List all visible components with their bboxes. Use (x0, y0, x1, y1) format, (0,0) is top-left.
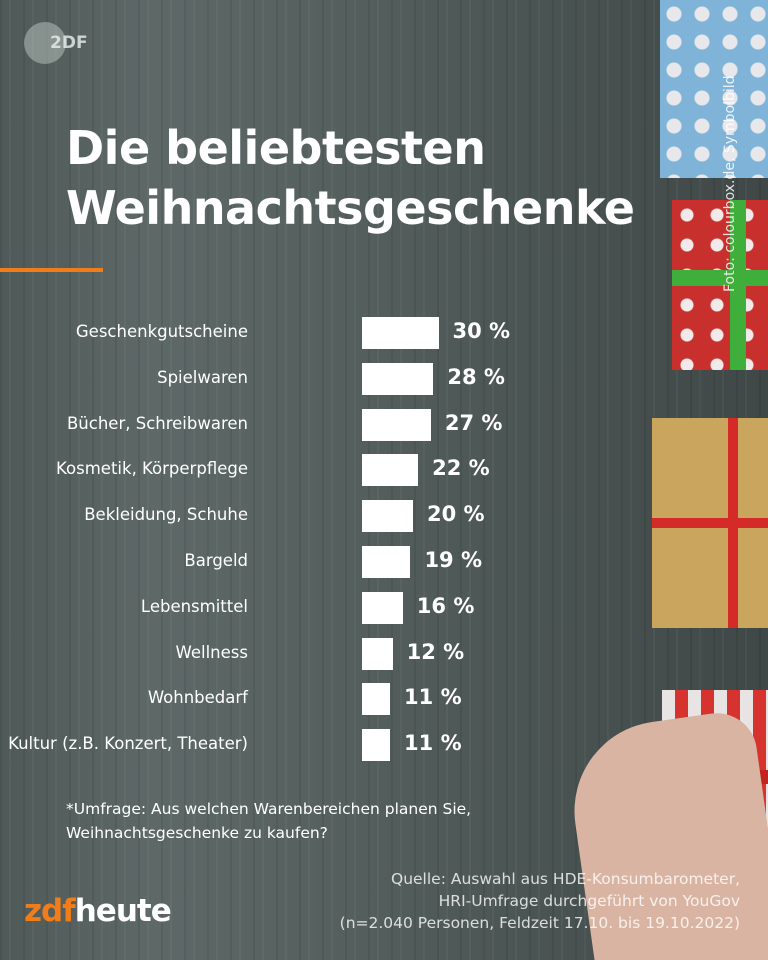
note-line-2: Weihnachtsgeschenke zu kaufen? (66, 824, 328, 842)
value-label: 27 % (444, 410, 503, 435)
value-label: 30 % (452, 319, 511, 343)
bar (362, 362, 434, 395)
category-label: Bücher, Schreibwaren (66, 413, 248, 433)
category-label: Lebensmittel (140, 596, 248, 616)
category-label: Bargeld (184, 551, 248, 570)
source-line-3: (n=2.040 Personen, Feldzeit 17.10. bis 1… (339, 914, 740, 932)
source-line-2: HRI-Umfrage durchgeführt von YouGov (438, 892, 740, 910)
bar (362, 408, 431, 441)
category-label: Kosmetik, Körperpflege (56, 459, 248, 479)
category-label: Bekleidung, Schuhe (84, 505, 248, 525)
category-label: Geschenkgutscheine (75, 322, 248, 341)
bar (362, 729, 391, 762)
zdfheute-logo: zdfheute (24, 893, 172, 929)
category-label: Spielwaren (157, 367, 248, 387)
title-line-1: Die beliebtesten (66, 121, 486, 175)
value-label: 20 % (427, 502, 485, 527)
zdf-badge-logo: 2DF (24, 22, 88, 64)
bar (362, 637, 393, 670)
gift-red-dotted (672, 200, 768, 370)
accent-line (0, 268, 103, 272)
bar (362, 500, 413, 533)
category-label: Wohnbedarf (147, 688, 248, 708)
photo-credit: Foto: colourbox.de, Symbolbild (722, 75, 738, 292)
page-title: Die beliebtesten Weihnachtsgeschenke (66, 118, 635, 238)
value-label: 11 % (404, 731, 462, 756)
bar (362, 546, 411, 578)
title-line-2: Weihnachtsgeschenke (66, 181, 635, 235)
bar (362, 683, 391, 716)
category-label: Wellness (175, 642, 248, 662)
value-label: 19 % (424, 548, 483, 572)
bar (362, 317, 439, 349)
survey-note: *Umfrage: Aus welchen Warenbereichen pla… (66, 797, 471, 845)
gift-blue-dotted (660, 0, 768, 178)
value-label: 12 % (406, 639, 465, 664)
gift-gold (652, 418, 768, 628)
bar-chart: Geschenkgutscheine 30 % Spielwaren 28 % Büch… (0, 310, 660, 770)
value-label: 22 % (432, 456, 490, 481)
source-line-1: Quelle: Auswahl aus HDE-Konsumbarometer, (391, 870, 740, 888)
value-label: 28 % (447, 364, 505, 389)
value-label: 16 % (416, 593, 475, 618)
value-label: 11 % (404, 685, 462, 710)
source: Quelle: Auswahl aus HDE-Konsumbarometer,… (340, 868, 740, 934)
category-label: Kultur (z.B. Konzert, Theater) (8, 734, 248, 754)
note-line-1: *Umfrage: Aus welchen Warenbereichen pla… (66, 800, 472, 818)
bar (362, 591, 403, 624)
bar (362, 454, 419, 487)
